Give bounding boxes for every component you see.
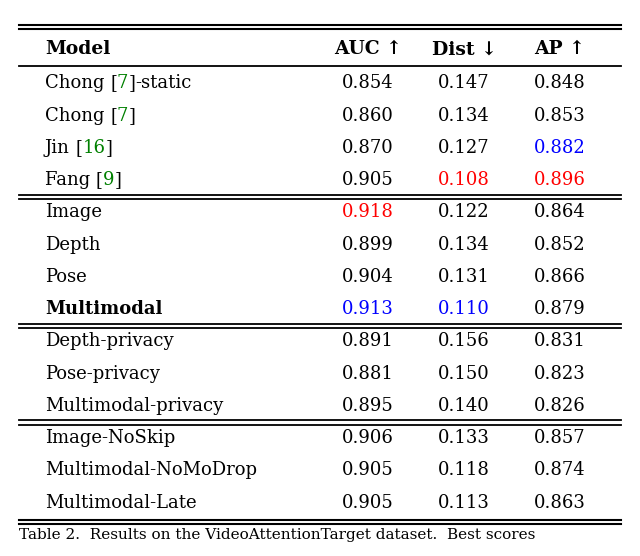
Text: Jin: Jin [45,139,76,157]
Text: 0.150: 0.150 [438,365,490,383]
Text: Dist ↓: Dist ↓ [431,41,497,58]
Text: Pose: Pose [45,268,86,286]
Text: Image-NoSkip: Image-NoSkip [45,429,175,447]
Text: 0.131: 0.131 [438,268,490,286]
Text: 0.140: 0.140 [438,397,490,415]
Text: 0.905: 0.905 [342,494,394,512]
Text: 0.110: 0.110 [438,300,490,318]
Text: 16: 16 [83,139,106,157]
Text: 0.874: 0.874 [534,461,586,479]
Text: Table 2.  Results on the VideoAttentionTarget dataset.  Best scores: Table 2. Results on the VideoAttentionTa… [19,528,536,542]
Text: 0.866: 0.866 [534,268,586,286]
Text: 7: 7 [117,75,128,92]
Text: Depth-privacy: Depth-privacy [45,332,173,350]
Text: Multimodal: Multimodal [45,300,162,318]
Text: 0.127: 0.127 [438,139,490,157]
Text: 0.881: 0.881 [342,365,394,383]
Text: 0.905: 0.905 [342,461,394,479]
Text: 0.863: 0.863 [534,494,586,512]
Text: Multimodal-privacy: Multimodal-privacy [45,397,223,415]
Text: ]: ] [128,107,135,125]
Text: 0.826: 0.826 [534,397,586,415]
Text: Depth: Depth [45,236,100,254]
Text: AUC ↑: AUC ↑ [334,41,402,58]
Text: 0.864: 0.864 [534,203,586,221]
Text: ]: ] [114,171,121,189]
Text: 0.860: 0.860 [342,107,394,125]
Text: ]: ] [106,139,112,157]
Text: AP ↑: AP ↑ [534,41,586,58]
Text: 0.848: 0.848 [534,75,586,92]
Text: 0.852: 0.852 [534,236,586,254]
Text: [: [ [110,107,117,125]
Text: 0.913: 0.913 [342,300,394,318]
Text: Chong: Chong [45,75,110,92]
Text: 0.134: 0.134 [438,107,490,125]
Text: 0.122: 0.122 [438,203,490,221]
Text: Multimodal-NoMoDrop: Multimodal-NoMoDrop [45,461,257,479]
Text: 0.899: 0.899 [342,236,394,254]
Text: 0.870: 0.870 [342,139,394,157]
Text: 0.133: 0.133 [438,429,490,447]
Text: 0.147: 0.147 [438,75,490,92]
Text: 9: 9 [102,171,114,189]
Text: 0.879: 0.879 [534,300,586,318]
Text: 0.113: 0.113 [438,494,490,512]
Text: 0.906: 0.906 [342,429,394,447]
Text: 0.108: 0.108 [438,171,490,189]
Text: 0.896: 0.896 [534,171,586,189]
Text: 7: 7 [117,107,128,125]
Text: 0.823: 0.823 [534,365,586,383]
Text: Pose-privacy: Pose-privacy [45,365,159,383]
Text: 0.857: 0.857 [534,429,586,447]
Text: Model: Model [45,41,110,58]
Text: -static: -static [135,75,191,92]
Text: 0.854: 0.854 [342,75,394,92]
Text: Chong: Chong [45,107,110,125]
Text: 0.918: 0.918 [342,203,394,221]
Text: 0.853: 0.853 [534,107,586,125]
Text: 0.904: 0.904 [342,268,394,286]
Text: ]: ] [128,75,135,92]
Text: [: [ [76,139,83,157]
Text: 0.118: 0.118 [438,461,490,479]
Text: 0.905: 0.905 [342,171,394,189]
Text: 0.882: 0.882 [534,139,586,157]
Text: 0.156: 0.156 [438,332,490,350]
Text: 0.831: 0.831 [534,332,586,350]
Text: 0.895: 0.895 [342,397,394,415]
Text: Multimodal-Late: Multimodal-Late [45,494,196,512]
Text: 0.134: 0.134 [438,236,490,254]
Text: 0.891: 0.891 [342,332,394,350]
Text: Image: Image [45,203,102,221]
Text: [: [ [96,171,102,189]
Text: Fang: Fang [45,171,96,189]
Text: [: [ [110,75,117,92]
